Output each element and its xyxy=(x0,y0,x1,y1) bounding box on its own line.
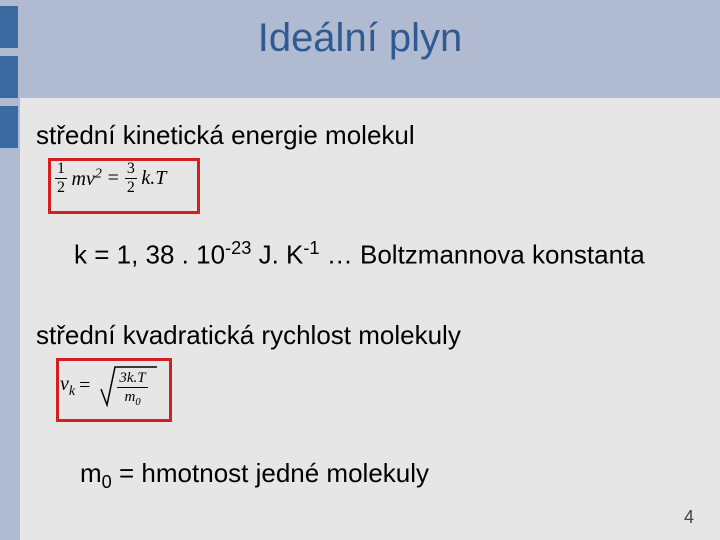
term-mv: mv xyxy=(72,168,95,190)
mass-m: m xyxy=(80,458,102,488)
boltzmann-suffix: … Boltzmannova konstanta xyxy=(320,240,645,270)
boltzmann-constant-line: k = 1, 38 . 10-23 J. K-1 … Boltzmannova … xyxy=(74,238,645,271)
fraction-numerator: 1 xyxy=(55,160,67,179)
page-number: 4 xyxy=(684,507,694,528)
boltzmann-exp1: -23 xyxy=(225,238,251,258)
fraction-numerator: 3 xyxy=(125,160,137,179)
accent-bar xyxy=(0,56,18,98)
term-kt: k.T xyxy=(141,167,166,189)
boltzmann-mid: J. K xyxy=(251,240,303,270)
sqrt-denom-sub: 0 xyxy=(135,397,140,408)
mass-sub: 0 xyxy=(102,472,112,492)
formula-rms: vk = 3k.Tm0 xyxy=(60,361,159,411)
page-title: Ideální plyn xyxy=(0,16,720,61)
heading-rms-velocity: střední kvadratická rychlost molekuly xyxy=(36,320,461,351)
mass-definition-line: m0 = hmotnost jedné molekuly xyxy=(80,458,429,493)
sqrt-numerator: 3k.T xyxy=(117,369,147,388)
sqrt-denom-m: m xyxy=(124,389,135,405)
formula-kinetic: 12 mv2 = 32 k.T xyxy=(55,160,166,197)
boltzmann-prefix: k = 1, 38 . 10 xyxy=(74,240,225,270)
equals-sign: = xyxy=(79,375,95,397)
heading-kinetic-energy: střední kinetická energie molekul xyxy=(36,120,415,151)
boltzmann-exp2: -1 xyxy=(303,238,319,258)
accent-bar xyxy=(0,106,18,148)
fraction-denominator: 2 xyxy=(55,179,67,197)
term-v: v xyxy=(60,373,69,395)
equals-sign: = xyxy=(106,167,125,189)
content-panel: střední kinetická energie molekul 12 mv2… xyxy=(20,98,720,540)
subscript-k: k xyxy=(69,384,75,399)
exponent-2: 2 xyxy=(95,166,102,181)
fraction-denominator: 2 xyxy=(125,179,137,197)
mass-text: = hmotnost jedné molekuly xyxy=(112,458,429,488)
side-accent-bars xyxy=(0,0,18,540)
